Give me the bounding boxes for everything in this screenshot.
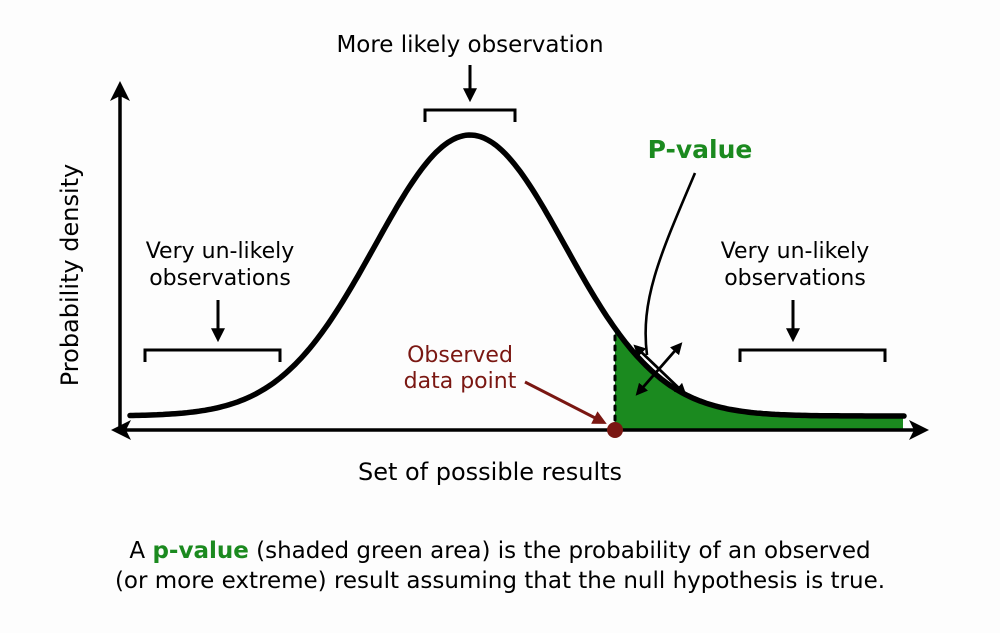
- label-right-tail-2: observations: [724, 266, 866, 291]
- caption-line-2: (or more extreme) result assuming that t…: [115, 568, 885, 594]
- observed-dot: [607, 422, 623, 438]
- pvalue-pointer: [646, 173, 695, 355]
- label-right-tail-1: Very un-likely: [721, 239, 870, 264]
- label-left-tail-1: Very un-likely: [146, 239, 295, 264]
- label-pvalue: P-value: [648, 135, 753, 164]
- arrow-observed: [525, 382, 603, 422]
- caption-pvalue-word: p-value: [152, 538, 248, 564]
- bracket-peak: [425, 110, 515, 122]
- label-more-likely: More likely observation: [336, 32, 603, 58]
- y-axis-label: Probability density: [56, 164, 84, 387]
- caption-line-1: A p-value (shaded green area) is the pro…: [129, 538, 870, 564]
- label-observed-2: data point: [404, 369, 517, 394]
- label-left-tail-2: observations: [149, 266, 291, 291]
- bracket-right-tail: [740, 350, 885, 362]
- x-axis-label: Set of possible results: [358, 458, 622, 486]
- pvalue-diagram: More likely observationVery un-likelyobs…: [0, 0, 1000, 633]
- label-observed-1: Observed: [407, 343, 513, 368]
- bracket-left-tail: [145, 350, 280, 362]
